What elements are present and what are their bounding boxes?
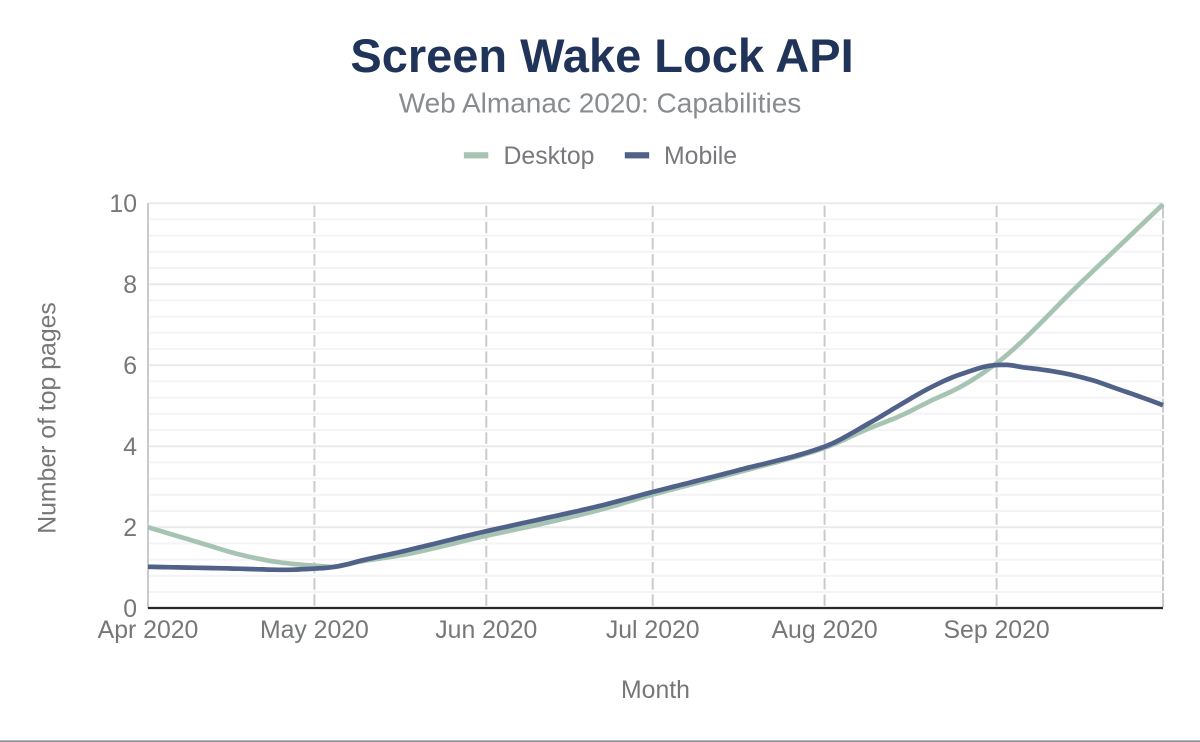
svg-text:May 2020: May 2020 — [260, 617, 369, 644]
svg-text:Jul 2020: Jul 2020 — [606, 617, 700, 644]
svg-text:Web Almanac 2020: Capabilities: Web Almanac 2020: Capabilities — [399, 88, 802, 119]
svg-text:Desktop: Desktop — [504, 143, 595, 170]
svg-text:6: 6 — [123, 353, 137, 380]
svg-text:8: 8 — [123, 272, 137, 299]
svg-text:2: 2 — [123, 515, 137, 542]
svg-text:Month: Month — [621, 677, 690, 704]
svg-text:10: 10 — [109, 191, 137, 218]
svg-text:Aug 2020: Aug 2020 — [772, 617, 878, 644]
svg-text:Screen Wake Lock API: Screen Wake Lock API — [350, 29, 853, 82]
svg-text:4: 4 — [123, 434, 137, 461]
svg-text:Apr 2020: Apr 2020 — [98, 617, 199, 644]
svg-text:Jun 2020: Jun 2020 — [435, 617, 537, 644]
svg-text:Sep 2020: Sep 2020 — [944, 617, 1050, 644]
svg-text:0: 0 — [123, 596, 137, 623]
svg-text:Number of top pages: Number of top pages — [35, 302, 62, 534]
svg-text:Mobile: Mobile — [664, 143, 737, 170]
